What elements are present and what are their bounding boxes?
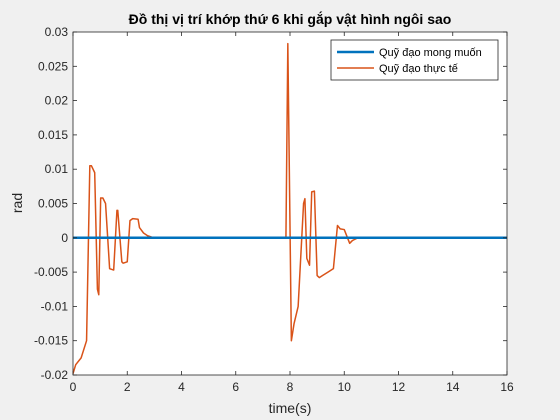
- x-tick-label: 6: [232, 380, 239, 394]
- x-tick-label: 12: [392, 380, 406, 394]
- y-tick-label: -0.02: [41, 368, 69, 382]
- y-axis-label: rad: [9, 193, 25, 213]
- y-tick-label: 0.005: [38, 197, 68, 211]
- y-tick-label: 0.015: [38, 128, 68, 142]
- y-tick-label: 0.03: [45, 25, 69, 39]
- legend: Quỹ đạo mong muốn Quỹ đạo thực tế: [331, 40, 498, 80]
- x-tick-label: 4: [178, 380, 185, 394]
- y-tick-label: 0: [61, 231, 68, 245]
- chart-title: Đồ thị vị trí khớp thứ 6 khi gắp vật hìn…: [129, 10, 452, 27]
- x-tick-label: 10: [338, 380, 352, 394]
- y-tick-label: 0.02: [45, 94, 69, 108]
- y-tick-label: 0.025: [38, 59, 68, 73]
- y-tick-label: -0.01: [41, 299, 69, 313]
- y-tick-label: 0.01: [45, 162, 69, 176]
- x-tick-label: 8: [287, 380, 294, 394]
- legend-label-desired: Quỹ đạo mong muốn: [379, 47, 482, 59]
- x-tick-label: 16: [500, 380, 514, 394]
- y-tick-label: -0.015: [34, 334, 68, 348]
- y-tick-label: -0.005: [34, 265, 68, 279]
- legend-label-actual: Quỹ đạo thực tế: [379, 63, 458, 75]
- x-axis-label: time(s): [269, 400, 312, 416]
- x-tick-label: 14: [446, 380, 460, 394]
- x-tick-label: 0: [70, 380, 77, 394]
- x-tick-label: 2: [124, 380, 131, 394]
